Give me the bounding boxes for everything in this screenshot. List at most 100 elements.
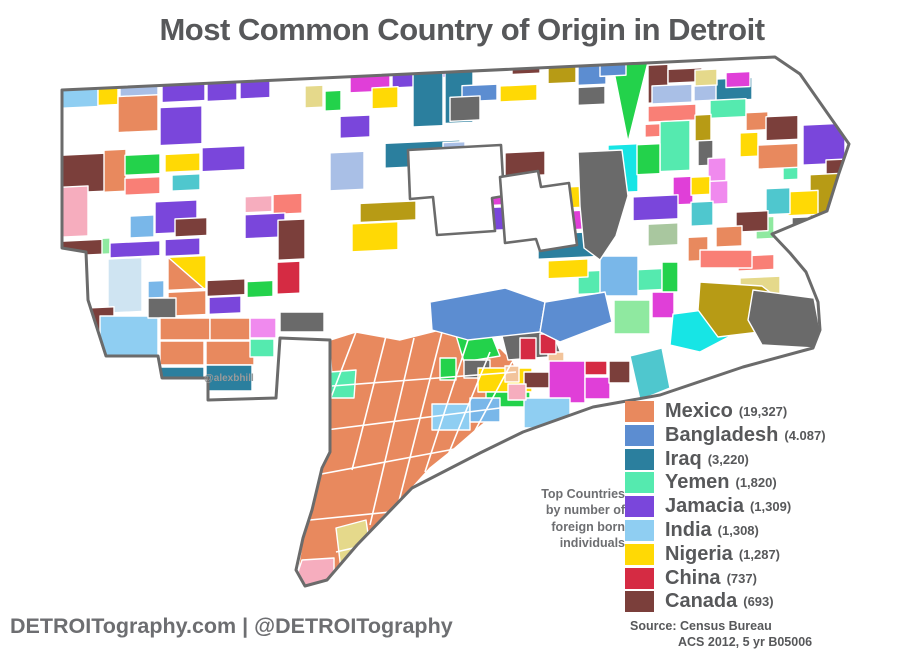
legend-swatch [625,448,654,470]
legend-item: Iraq (3,220) [625,447,826,470]
map-note-line: individuals [559,535,625,550]
census-tract [206,278,246,298]
legend-item: Nigeria (1,287) [625,542,826,565]
census-tract [159,366,205,394]
census-tract [548,360,586,404]
legend-country-label: Yemen [665,471,730,494]
legend-country-label: Iraq [665,447,702,470]
census-tract [632,194,679,222]
census-tract [297,557,335,586]
legend-country-label: Nigeria [665,542,733,565]
census-tract [709,97,747,120]
census-tract [103,148,127,193]
legend-country-label: India [665,519,712,541]
map-note: Top Countries by number of foreign born … [500,486,625,551]
census-tract [244,194,273,214]
census-tract [557,423,575,439]
legend-item: Bangladesh (4.087) [625,423,826,446]
census-tract [765,186,791,216]
legend-item: India (1,308) [625,519,826,541]
census-tract [277,218,306,261]
census-tract [504,365,520,383]
legend: Mexico (19,327) Bangladesh (4.087) Iraq (3,22… [625,400,826,613]
census-tract [167,256,205,291]
census-tract [339,114,371,140]
map-note-line: foreign born [551,519,625,534]
enclave-city-outline [498,169,579,253]
census-tract [709,179,729,206]
legend-swatch [625,567,654,589]
legend-swatch [625,424,654,446]
census-tract [124,175,161,196]
census-tract [249,338,275,358]
census-tract [699,249,753,269]
census-tract [161,71,206,104]
census-tract [371,85,399,110]
census-tract [167,392,209,408]
census-tract [276,260,301,295]
legend-country-label: Mexico [665,400,733,423]
census-tract [439,357,457,381]
legend-item: Mexico (19,327) [625,400,826,423]
census-tract [499,83,538,103]
census-tract [159,317,211,341]
tract-street-lines [309,331,517,553]
census-tract [124,152,161,176]
census-tract [62,75,99,110]
census-tract [246,279,274,299]
legend-country-label: Jamacia [665,495,744,518]
source-line-2: ACS 2012, 5 yr B05006 [678,635,813,649]
census-tract [164,152,201,174]
census-tract [171,173,201,192]
census-tract [584,360,608,376]
legend-count-label: (1,308) [717,523,759,538]
census-tract [239,70,271,100]
census-tract [739,131,759,158]
census-tract [272,192,303,216]
legend-count-label: (693) [743,594,774,610]
census-tract [449,95,481,123]
census-tract [694,113,712,142]
legend-count-label: (1,287) [738,546,781,562]
legend-count-label: (19,327) [738,404,788,420]
census-tract [539,291,613,343]
legend-country-label: Bangladesh [665,423,779,446]
census-tract [547,59,577,85]
page-title: Most Common Country of Origin in Detroit [159,12,765,47]
census-tract [577,149,629,261]
census-tract [129,214,155,239]
legend-count-label: (3,220) [707,451,749,467]
census-tract [351,220,399,253]
census-tract [109,239,161,259]
legend-count-label: (1,820) [735,475,777,491]
census-tract [519,337,537,361]
legend-count-label: (1,309) [749,499,792,515]
census-tract [745,110,769,132]
census-tract [279,311,325,333]
census-tract [147,279,165,299]
census-tract [117,94,159,134]
census-tract [593,417,611,433]
census-tract [174,216,208,238]
census-tract [629,347,671,401]
census-tract [249,317,277,339]
city-boundary [60,55,851,588]
legend-item: Yemen (1,820) [625,471,826,494]
source-credit: Source: Census Bureau ACS 2012, 5 yr B05… [630,618,812,650]
census-tract [429,287,546,341]
census-tract [304,84,324,109]
census-tract [599,255,639,297]
legend-count-label: (4.087) [784,427,826,443]
census-tract [205,340,255,366]
census-tract [690,175,711,196]
census-tract [651,291,675,319]
census-tract [164,237,201,258]
legend-swatch [625,520,654,541]
source-line-1: Source: Census Bureau [630,619,772,633]
legend-swatch [625,472,654,494]
census-tract [97,73,119,107]
legend-item: China (737) [625,567,826,589]
census-tract [359,200,417,224]
